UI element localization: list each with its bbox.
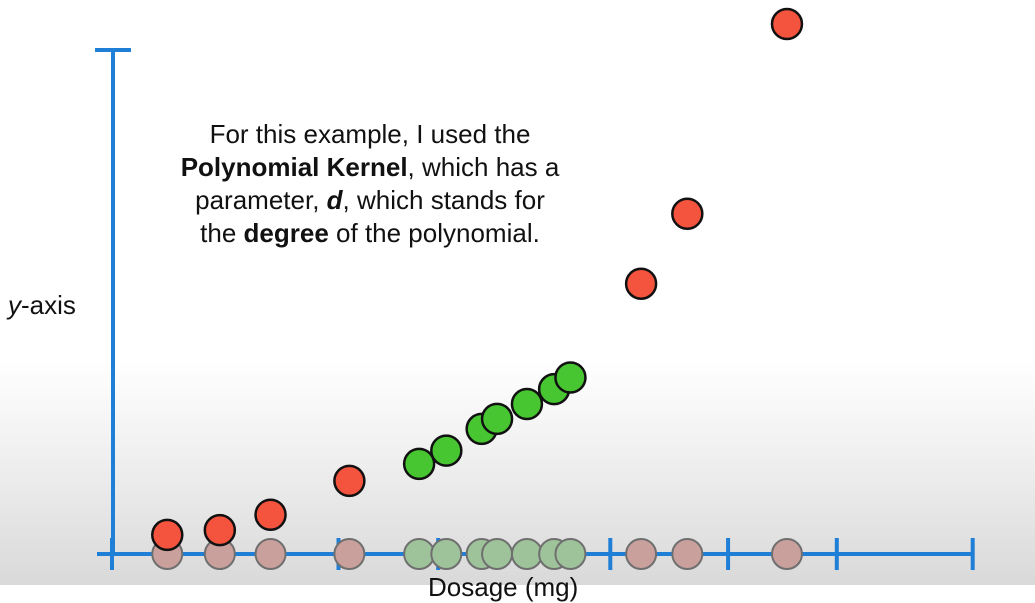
y-axis-label-rest: -axis <box>21 290 76 320</box>
data-point-1 <box>151 518 184 552</box>
projected-points <box>151 538 803 570</box>
data-point-3 <box>254 498 287 532</box>
data-point-12 <box>624 267 658 300</box>
data-point-4 <box>333 464 366 498</box>
projected-point-9 <box>510 538 543 570</box>
caption-line-4-pre: the <box>200 218 244 248</box>
caption-text: For this example, I used the Polynomial … <box>110 118 630 250</box>
projected-point-12 <box>625 538 658 570</box>
caption-line-1: For this example, I used the <box>209 119 531 149</box>
caption-line-2: Polynomial Kernel, which has a <box>110 151 630 184</box>
data-points <box>151 7 804 552</box>
data-point-11 <box>554 361 587 394</box>
y-axis-label: y-axis <box>8 290 76 321</box>
caption-line-4: the degree of the polynomial. <box>110 217 630 250</box>
caption-line-2-rest: , which has a <box>407 152 560 182</box>
data-point-9 <box>510 387 544 421</box>
data-point-14 <box>770 7 804 41</box>
degree-term: degree <box>243 218 329 248</box>
projected-point-4 <box>333 538 366 570</box>
projected-point-14 <box>770 538 803 570</box>
projected-point-13 <box>671 538 704 570</box>
polynomial-kernel-term: Polynomial Kernel <box>180 152 408 182</box>
projected-point-11 <box>554 538 587 570</box>
caption-line-3: parameter, d, which stands for <box>110 184 630 217</box>
projected-point-3 <box>254 538 287 570</box>
projected-point-6 <box>430 538 463 570</box>
scatter-chart <box>95 7 975 570</box>
caption-line-4-post: of the polynomial. <box>328 218 540 248</box>
data-point-6 <box>430 434 463 467</box>
degree-parameter-d: d <box>326 185 343 215</box>
y-axis-variable: y <box>8 290 21 320</box>
data-point-13 <box>671 197 704 230</box>
data-point-8 <box>480 402 514 436</box>
projected-point-5 <box>403 538 436 570</box>
data-point-2 <box>203 513 237 547</box>
caption-line-3-pre: parameter, <box>195 185 327 215</box>
projected-point-8 <box>481 538 514 570</box>
x-axis-label: Dosage (mg) <box>428 572 579 602</box>
data-point-5 <box>402 447 436 481</box>
caption-line-3-post: , which stands for <box>342 185 545 215</box>
